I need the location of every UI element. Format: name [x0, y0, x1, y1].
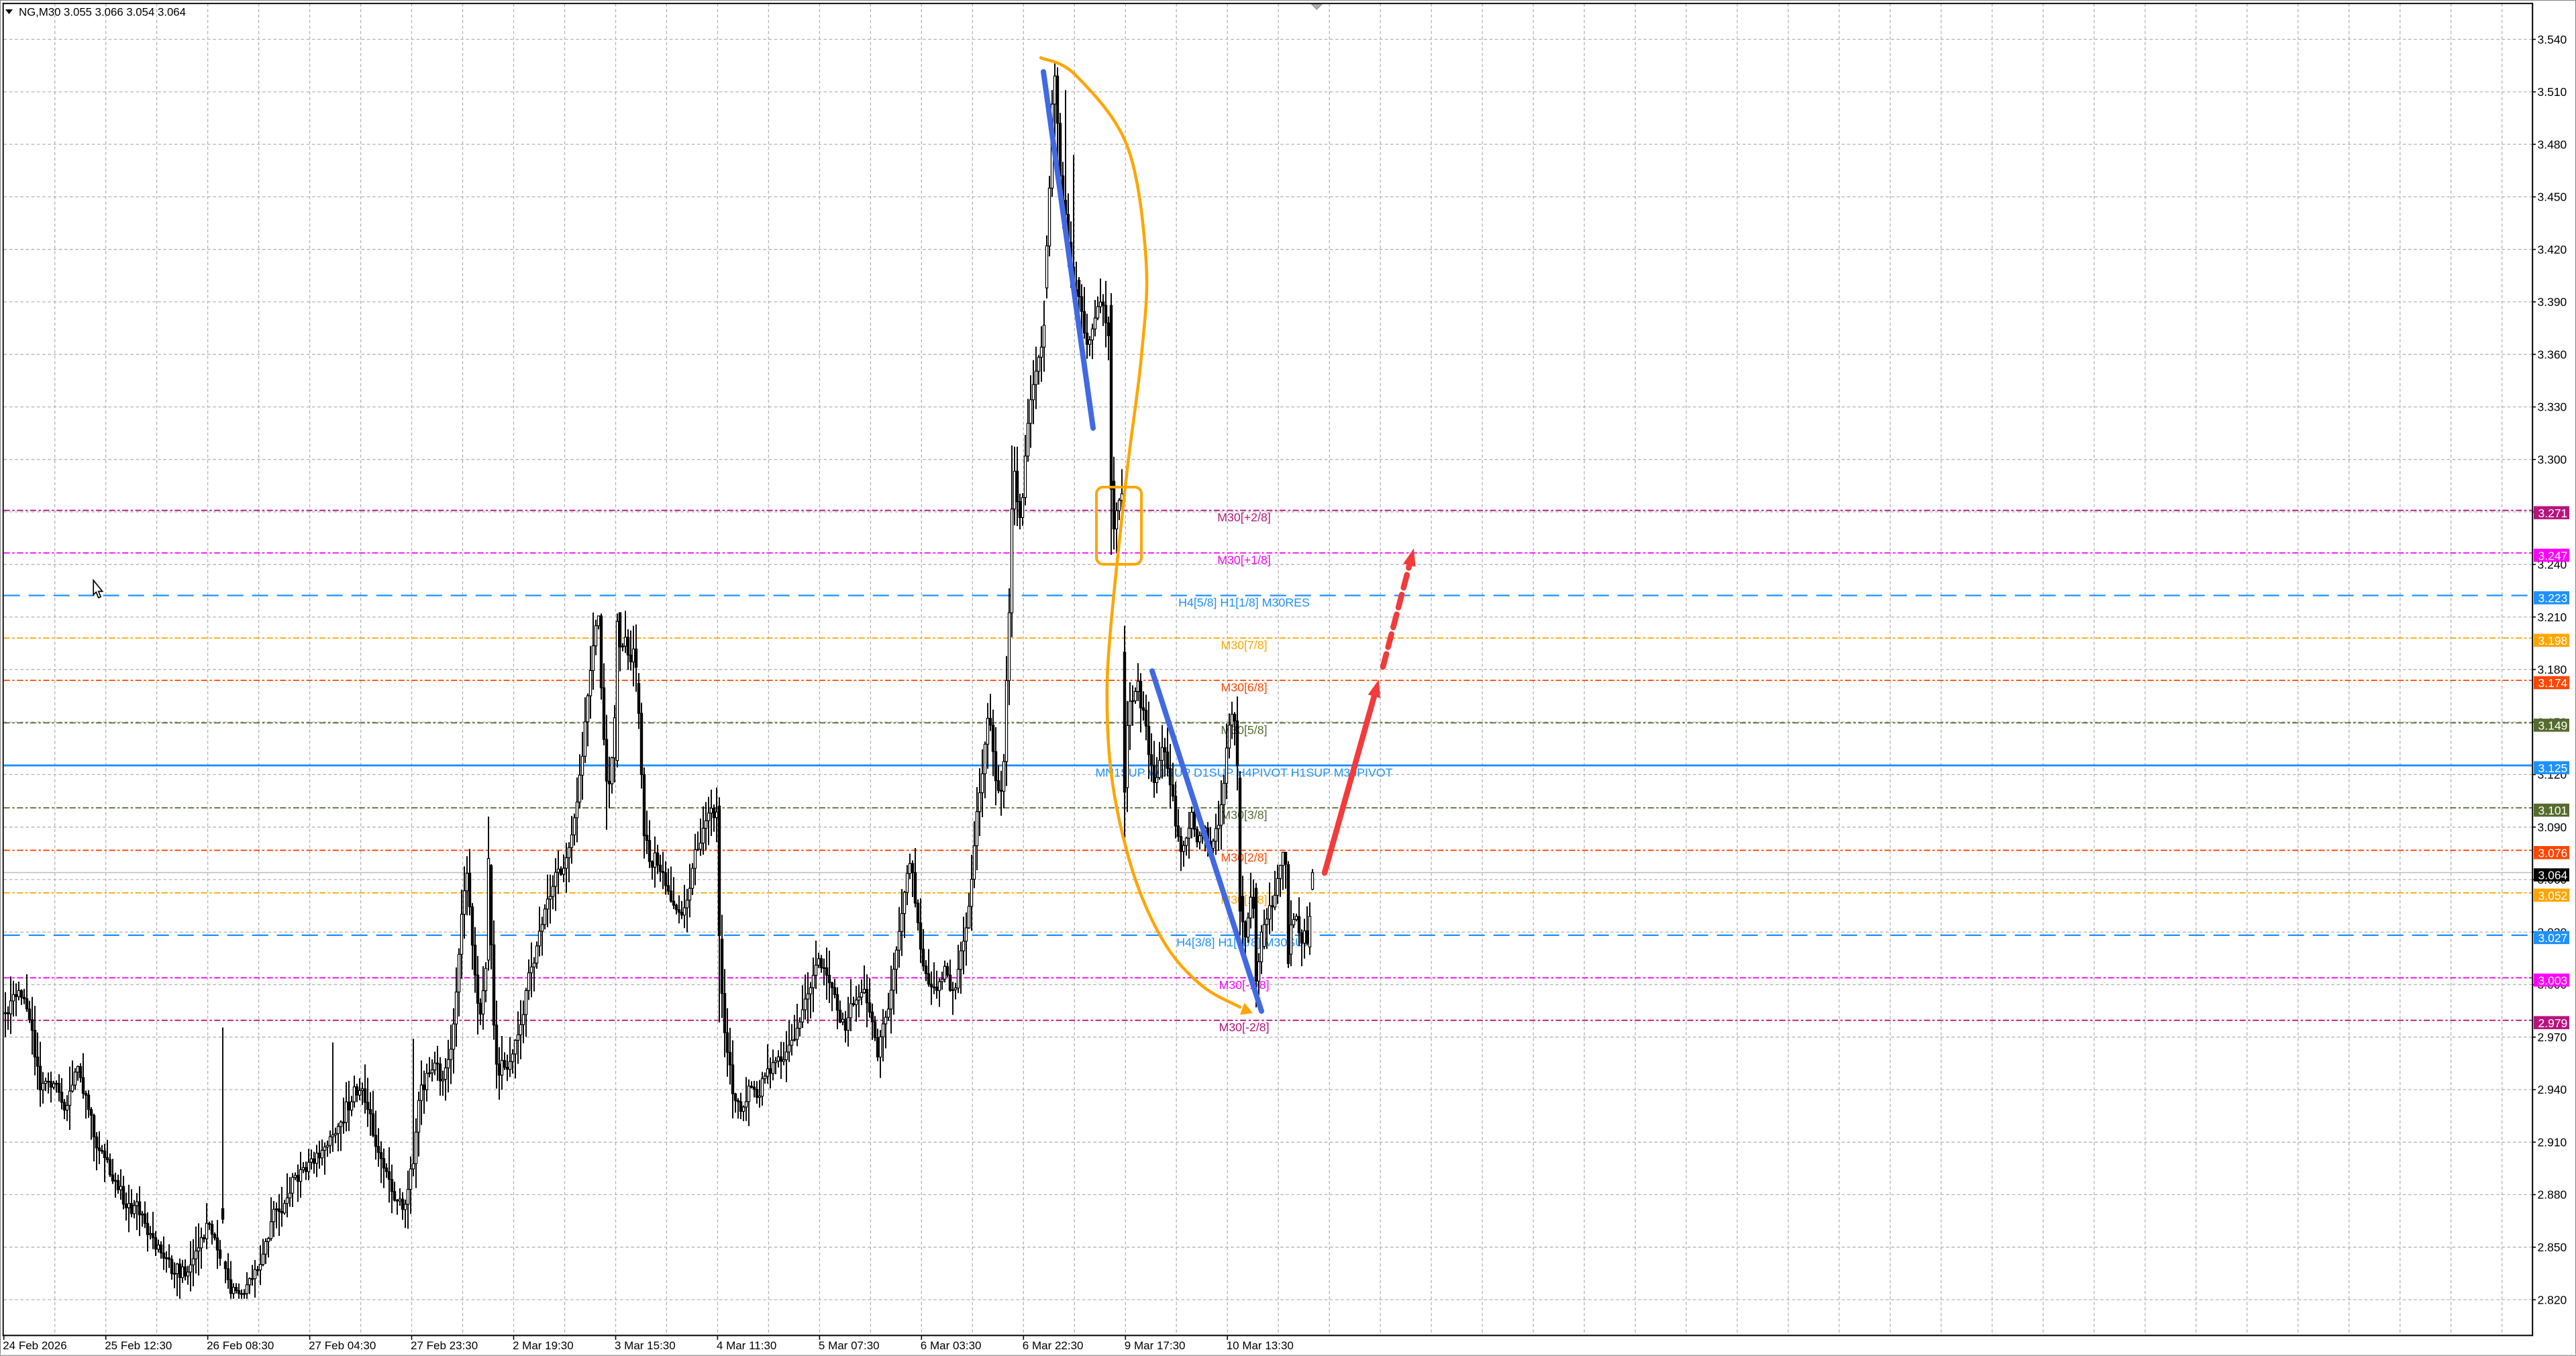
- svg-text:3.076: 3.076: [2538, 847, 2568, 860]
- svg-text:M30[6/8]: M30[6/8]: [1221, 681, 1267, 694]
- svg-text:3.198: 3.198: [2538, 634, 2568, 647]
- svg-text:3.247: 3.247: [2538, 549, 2568, 562]
- svg-text:3 Mar 15:30: 3 Mar 15:30: [615, 1339, 676, 1352]
- svg-text:3.052: 3.052: [2538, 889, 2568, 902]
- svg-text:3.210: 3.210: [2538, 611, 2567, 624]
- svg-text:3.055 3.066 3.054 3.064: 3.055 3.066 3.054 3.064: [64, 5, 186, 18]
- svg-text:3.027: 3.027: [2538, 931, 2568, 945]
- svg-text:3.540: 3.540: [2538, 33, 2567, 46]
- svg-text:3.064: 3.064: [2538, 869, 2568, 882]
- svg-text:M30[+1/8]: M30[+1/8]: [1217, 554, 1271, 567]
- svg-text:26 Feb 08:30: 26 Feb 08:30: [207, 1339, 274, 1352]
- svg-text:H4[3/8] H1[-1/8] M30SUP: H4[3/8] H1[-1/8] M30SUP: [1176, 935, 1312, 949]
- svg-text:3.480: 3.480: [2538, 138, 2567, 151]
- svg-text:6 Mar 03:30: 6 Mar 03:30: [921, 1339, 982, 1352]
- svg-text:10 Mar 13:30: 10 Mar 13:30: [1227, 1339, 1294, 1352]
- svg-text:3.003: 3.003: [2538, 974, 2568, 988]
- svg-text:3.390: 3.390: [2538, 295, 2567, 309]
- svg-text:2.820: 2.820: [2538, 1293, 2567, 1306]
- svg-text:2.910: 2.910: [2538, 1136, 2567, 1149]
- svg-text:2 Mar 19:30: 2 Mar 19:30: [513, 1339, 574, 1352]
- svg-text:M30[+2/8]: M30[+2/8]: [1217, 511, 1271, 524]
- svg-text:2.940: 2.940: [2538, 1083, 2567, 1096]
- svg-text:3.180: 3.180: [2538, 663, 2567, 676]
- svg-text:9 Mar 17:30: 9 Mar 17:30: [1125, 1339, 1186, 1352]
- svg-text:2.850: 2.850: [2538, 1241, 2567, 1254]
- svg-text:2.979: 2.979: [2538, 1016, 2568, 1030]
- svg-text:3.510: 3.510: [2538, 85, 2567, 99]
- svg-text:3.271: 3.271: [2538, 507, 2568, 520]
- svg-text:M30[7/8]: M30[7/8]: [1221, 638, 1267, 651]
- svg-text:3.149: 3.149: [2538, 719, 2568, 733]
- svg-text:M30[2/8]: M30[2/8]: [1221, 851, 1267, 864]
- svg-text:27 Feb 04:30: 27 Feb 04:30: [309, 1339, 376, 1352]
- svg-text:3.420: 3.420: [2538, 243, 2567, 256]
- svg-text:M30[-1/8]: M30[-1/8]: [1219, 978, 1269, 992]
- svg-text:H4[5/8] H1[1/8] M30RES: H4[5/8] H1[1/8] M30RES: [1178, 596, 1310, 609]
- svg-text:4 Mar 11:30: 4 Mar 11:30: [717, 1339, 776, 1352]
- svg-text:3.125: 3.125: [2538, 762, 2568, 775]
- svg-text:3.174: 3.174: [2538, 676, 2568, 690]
- svg-text:3.360: 3.360: [2538, 348, 2567, 361]
- svg-text:25 Feb 12:30: 25 Feb 12:30: [105, 1339, 172, 1352]
- svg-text:NG,M30: NG,M30: [19, 5, 60, 18]
- svg-text:5 Mar 07:30: 5 Mar 07:30: [819, 1339, 880, 1352]
- svg-text:3.450: 3.450: [2538, 191, 2567, 204]
- svg-text:M30[-2/8]: M30[-2/8]: [1219, 1021, 1269, 1034]
- svg-text:M30[3/8]: M30[3/8]: [1221, 809, 1267, 822]
- svg-text:27 Feb 23:30: 27 Feb 23:30: [411, 1339, 478, 1352]
- svg-text:2.970: 2.970: [2538, 1031, 2567, 1044]
- svg-text:3.330: 3.330: [2538, 401, 2567, 414]
- svg-text:6 Mar 22:30: 6 Mar 22:30: [1023, 1339, 1084, 1352]
- svg-text:2.880: 2.880: [2538, 1188, 2567, 1202]
- svg-text:M30[5/8]: M30[5/8]: [1221, 723, 1267, 737]
- svg-text:3.300: 3.300: [2538, 453, 2567, 466]
- svg-text:3.223: 3.223: [2538, 592, 2568, 605]
- svg-text:3.101: 3.101: [2538, 804, 2568, 817]
- svg-text:MN1SUP W1SUP D1SUP H4PIVOT H1S: MN1SUP W1SUP D1SUP H4PIVOT H1SUP M30PIVO…: [1095, 766, 1392, 779]
- svg-text:3.090: 3.090: [2538, 821, 2567, 834]
- svg-text:24 Feb 2026: 24 Feb 2026: [3, 1339, 66, 1352]
